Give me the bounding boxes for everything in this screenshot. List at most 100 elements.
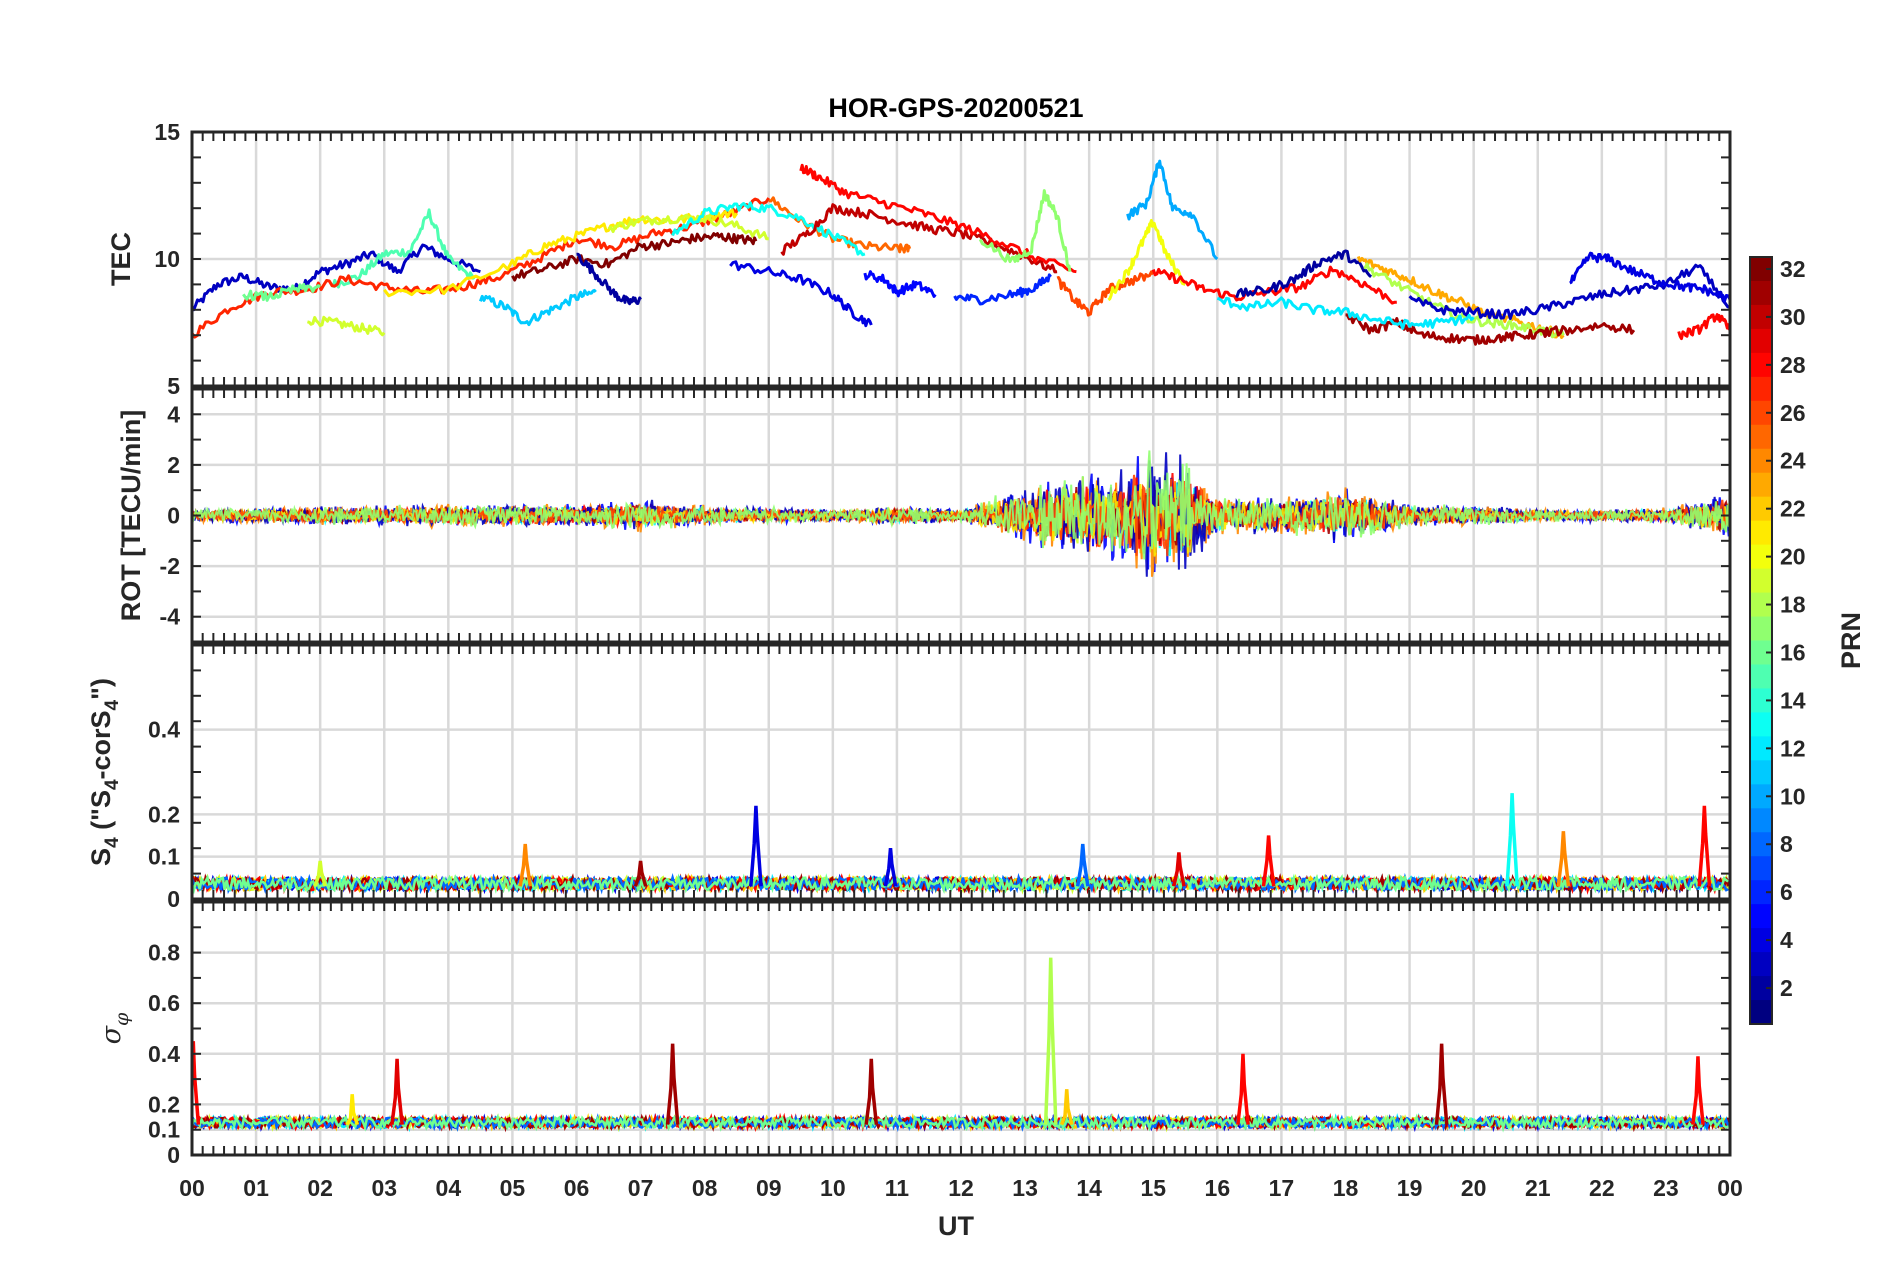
colorbar-segment xyxy=(1750,280,1772,306)
x-tick-label: 15 xyxy=(1140,1175,1166,1201)
tec-series xyxy=(1126,159,1219,261)
grid xyxy=(192,902,1730,1155)
tec-series xyxy=(1569,251,1730,303)
y-axis-label: σφ xyxy=(96,1012,133,1044)
x-tick-label: 02 xyxy=(307,1175,333,1201)
colorbar-segment xyxy=(1750,856,1772,881)
x-tick-label: 13 xyxy=(1012,1175,1038,1201)
scint-peak xyxy=(1059,1089,1074,1126)
x-tick-label: 07 xyxy=(628,1175,654,1201)
colorbar-segment xyxy=(1750,904,1772,929)
tec-series xyxy=(1537,322,1636,337)
x-tick-label: 16 xyxy=(1205,1175,1231,1201)
colorbar-tick-label: 28 xyxy=(1780,352,1806,378)
tec-series xyxy=(383,208,738,298)
y-tick-label: 0 xyxy=(167,503,180,529)
scint-peak xyxy=(864,1058,879,1125)
colorbar-segment xyxy=(1750,688,1772,714)
colorbar-segment xyxy=(1750,496,1772,522)
colorbar-tick-label: 22 xyxy=(1780,496,1806,522)
tec-series xyxy=(863,270,937,298)
x-tick-label: 22 xyxy=(1589,1175,1615,1201)
colorbar-segment xyxy=(1750,257,1772,282)
colorbar-segment xyxy=(1750,328,1772,354)
colorbar-segment xyxy=(1750,736,1772,761)
scint-peak xyxy=(1505,793,1519,887)
plot-area xyxy=(192,159,1730,346)
colorbar-segment xyxy=(1750,352,1772,378)
tec-series xyxy=(1363,262,1565,339)
y-axis-label: ROT [TECU/min] xyxy=(116,410,146,621)
colorbar-segment xyxy=(1750,304,1772,330)
scint-series xyxy=(192,872,1729,895)
rot-series xyxy=(192,450,1730,560)
tec-series xyxy=(953,273,1052,306)
scint-peak xyxy=(1172,852,1186,887)
colorbar-tick-label: 30 xyxy=(1780,304,1806,330)
colorbar-segment xyxy=(1750,880,1772,905)
scint-peak xyxy=(883,848,898,887)
y-tick-label: 0.1 xyxy=(148,1117,180,1143)
colorbar-segment xyxy=(1750,520,1772,546)
tec-series xyxy=(478,288,597,327)
y-tick-label: 5 xyxy=(167,373,180,399)
x-tick-label: 10 xyxy=(820,1175,846,1201)
tec-series xyxy=(1056,270,1155,317)
panel-3: 0 0.1 0.2 0.4 S4 ("S4-corS4") xyxy=(86,643,1732,912)
y-tick-label: 0.1 xyxy=(148,844,180,870)
x-axis: 00 01 02 03 04 05 06 07 08 09 10 11 12 13 14 15 16 17 18 19… xyxy=(179,1175,1743,1201)
colorbar-tick-label: 18 xyxy=(1780,592,1806,618)
x-tick-label: 20 xyxy=(1461,1175,1487,1201)
colorbar-segment xyxy=(1750,784,1772,809)
tec-series xyxy=(306,315,386,337)
tec-series xyxy=(729,260,873,328)
colorbar-label: PRN xyxy=(1836,612,1866,669)
tec-series xyxy=(331,208,476,289)
x-tick-label: 06 xyxy=(564,1175,590,1201)
x-tick-label: 08 xyxy=(692,1175,718,1201)
tec-series xyxy=(1235,249,1373,299)
y-axis-label: TEC xyxy=(106,232,136,286)
colorbar-tick-label: 16 xyxy=(1780,639,1806,665)
grid xyxy=(192,645,1730,899)
y-tick-label: -2 xyxy=(160,553,180,579)
chart-title: HOR-GPS-20200521 xyxy=(828,93,1083,123)
scint-peak xyxy=(1236,1053,1250,1125)
tec-series xyxy=(1677,313,1730,341)
tec-series xyxy=(1216,296,1475,330)
y-tick-label: 4 xyxy=(167,401,180,427)
colorbar-segment xyxy=(1750,664,1772,690)
x-tick-label: 00 xyxy=(1717,1175,1743,1201)
y-tick-label: 0.4 xyxy=(148,717,180,743)
tec-series xyxy=(780,203,1058,274)
tec-series xyxy=(607,213,769,241)
x-tick-label: 03 xyxy=(371,1175,397,1201)
scint-peak xyxy=(665,1043,680,1125)
scint-peak xyxy=(390,1058,404,1125)
tec-series xyxy=(1107,218,1186,302)
minor-ticks xyxy=(191,644,1731,900)
y-tick-label: -4 xyxy=(160,604,181,630)
tec-series xyxy=(1151,265,1397,305)
colorbar-segment xyxy=(1750,760,1772,785)
tec-series xyxy=(192,243,481,312)
plot-area xyxy=(192,957,1730,1133)
x-tick-label: 21 xyxy=(1525,1175,1551,1201)
tec-series xyxy=(511,232,758,282)
y-tick-label: 0.2 xyxy=(148,1091,180,1117)
x-tick-label: 23 xyxy=(1653,1175,1679,1201)
scint-series xyxy=(192,873,1729,895)
minor-ticks xyxy=(191,901,1731,1156)
colorbar-segment xyxy=(1750,952,1772,977)
x-tick-label: 19 xyxy=(1397,1175,1423,1201)
colorbar-segment xyxy=(1750,808,1772,833)
x-tick-label: 01 xyxy=(243,1175,269,1201)
colorbar-frame xyxy=(1749,256,1773,1025)
panel-4: 00.10.2 0.4 0.6 0.8 σφ xyxy=(96,900,1732,1168)
colorbar-segment xyxy=(1750,976,1772,1001)
tec-series xyxy=(1408,263,1730,320)
colorbar-segment xyxy=(1750,472,1772,498)
x-tick-label: 09 xyxy=(756,1175,782,1201)
